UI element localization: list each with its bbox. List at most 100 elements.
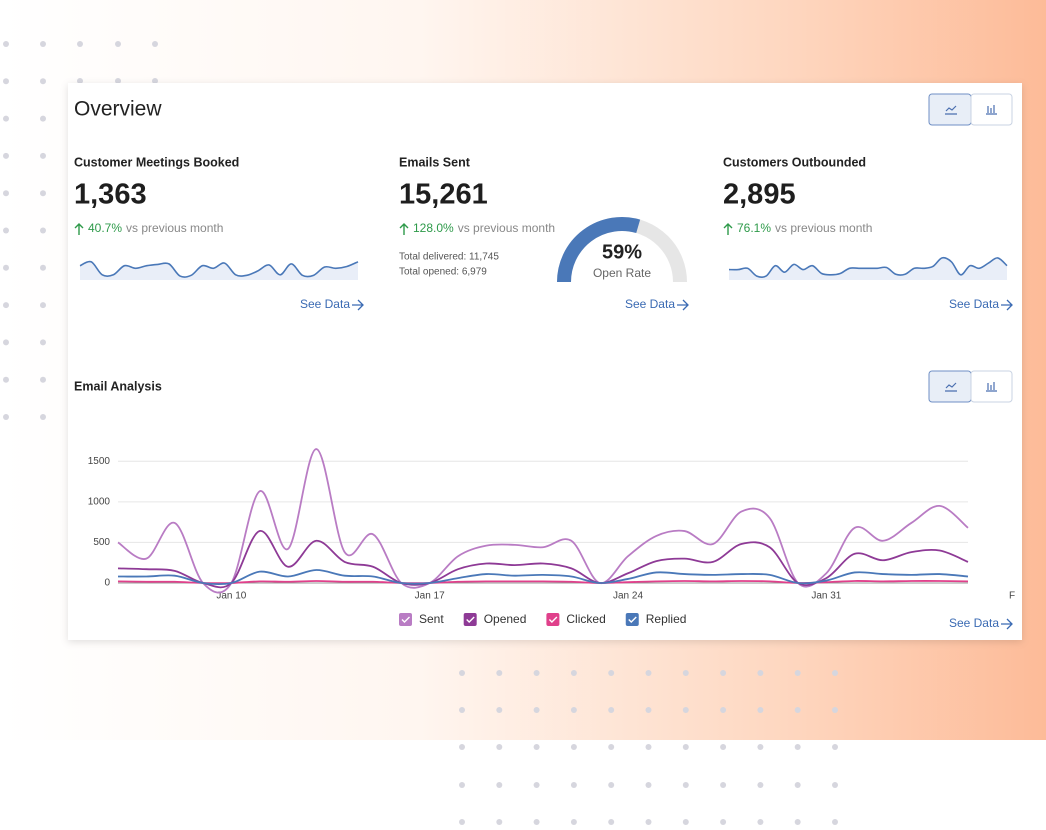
dot [152,78,158,84]
card-title: Customers Outbounded [723,155,866,169]
dot [757,670,764,676]
dot [570,819,577,825]
view-toggle[interactable] [928,370,1013,403]
card-change-text: vs previous month [458,221,555,235]
dot [533,782,540,788]
icon-line [945,105,957,115]
card-change-text: vs previous month [126,221,223,235]
dot [3,227,9,234]
legend-check [401,616,410,623]
card-change: 128.0% [413,221,454,235]
dot [645,819,652,825]
dot [608,707,615,713]
see-data-link[interactable]: See Data [949,297,999,311]
toggle-line[interactable] [928,370,972,403]
dot [40,339,46,346]
dot [608,782,615,788]
dot [794,707,801,713]
dot [608,670,615,676]
icon-line [945,382,957,392]
dot [533,707,540,713]
gauge-caption: Open Rate [593,266,651,280]
dot [496,819,503,825]
legend-checkbox[interactable] [625,613,639,626]
dot [570,782,577,788]
series-line [117,530,969,589]
dot [645,670,652,676]
dot [77,41,83,47]
dot [720,707,727,713]
dot [757,744,764,750]
gauge-value [557,217,641,283]
dot [720,819,727,825]
sparkline [79,260,359,278]
card-title: Emails Sent [399,155,471,169]
dot [3,152,9,159]
dot [496,707,503,713]
dot [757,782,764,788]
page-title: Overview [74,98,162,121]
dot [496,744,503,750]
dot [40,227,46,234]
y-tick-label: 1000 [88,496,111,507]
toggle-line[interactable] [928,93,972,126]
dot [832,819,838,825]
y-tick-label: 500 [93,537,110,548]
dot [794,670,801,676]
dot [682,819,689,825]
dot [3,190,9,197]
legend-check [548,616,558,623]
dot [757,707,764,713]
dot [40,78,46,85]
dot [459,782,465,788]
dot [40,302,46,309]
legend-label[interactable]: Replied [646,612,687,626]
dot [3,264,9,271]
see-data-link[interactable]: See Data [300,297,350,311]
x-tick-label-clipped: F [1009,591,1015,602]
card-change: 40.7% [88,221,122,235]
see-data-link[interactable]: See Data [949,616,999,630]
x-tick-label: Jan 24 [613,591,643,602]
dot [496,670,503,676]
dot [3,376,9,383]
dot [40,376,46,383]
legend-check [466,616,475,623]
see-data-link[interactable]: See Data [625,297,675,311]
dot [40,190,46,197]
legend-label[interactable]: Opened [484,612,527,626]
link-arrow [1001,299,1013,311]
legend-checkbox[interactable] [546,613,560,626]
dot [757,819,764,825]
dot [720,670,727,676]
legend-checkbox[interactable] [399,613,412,626]
dot [570,707,577,713]
link-arrow [677,299,689,311]
dot [794,819,801,825]
dot [645,782,652,788]
dot [794,744,801,750]
dot [570,744,577,750]
dot [608,744,615,750]
dot [115,41,121,47]
dot [682,744,689,750]
dot [832,670,838,676]
dot [40,115,46,122]
dot [459,670,465,676]
legend-checkbox[interactable] [463,613,477,626]
card-change-text: vs previous month [775,221,872,235]
gauge-label: 59% [602,241,642,263]
view-toggle[interactable] [928,93,1013,126]
dot [40,414,46,420]
legend-label[interactable]: Clicked [566,612,605,626]
dot [3,41,9,47]
series-line [117,448,969,594]
card-value: 15,261 [399,179,488,211]
series-line [117,569,969,586]
dot [3,78,9,85]
dot [832,744,838,750]
x-tick-label: Jan 10 [216,591,246,602]
dot [459,819,465,825]
legend-label[interactable]: Sent [419,612,444,626]
